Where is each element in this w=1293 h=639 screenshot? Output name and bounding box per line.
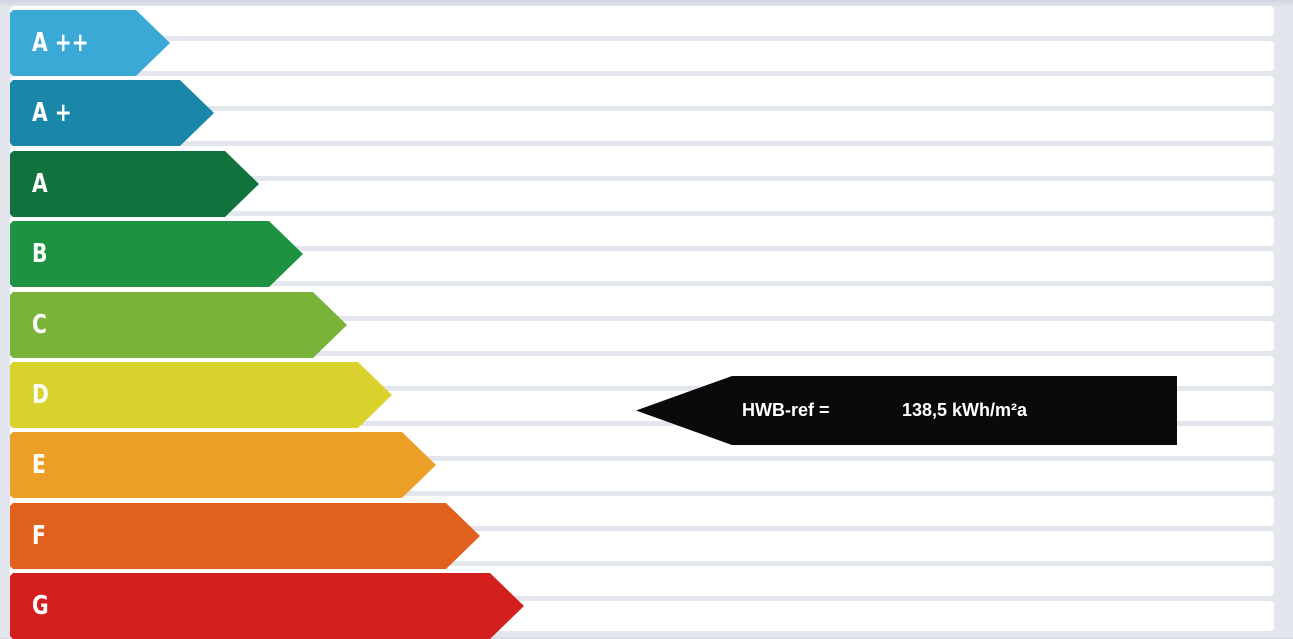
- rating-band-label: A ++: [32, 28, 89, 58]
- background-stripe: [10, 76, 1274, 106]
- rating-band: F: [10, 503, 480, 569]
- rating-band-arrow: [10, 221, 303, 287]
- rating-band-arrow: [10, 362, 392, 428]
- rating-band-shape: [10, 573, 524, 639]
- rating-band: D: [10, 362, 392, 428]
- rating-band-label: A: [32, 169, 48, 199]
- indicator-arrow-shape: [636, 376, 1177, 445]
- hwb-ref-value: 138,5 kWh/m²a: [902, 400, 1028, 420]
- indicator-arrow-polygon: [636, 376, 1177, 445]
- hwb-ref-label: HWB-ref =: [742, 400, 830, 420]
- background-stripe: [10, 6, 1274, 36]
- rating-band-arrow: [10, 503, 480, 569]
- rating-band-shape: [10, 362, 392, 428]
- rating-band-label: F: [32, 521, 46, 551]
- rating-band-shape: [10, 151, 259, 217]
- background-stripe: [10, 41, 1274, 71]
- rating-band-shape: [10, 503, 480, 569]
- rating-band-shape: [10, 80, 214, 146]
- rating-band-shape: [10, 432, 436, 498]
- rating-band-arrow: [10, 573, 524, 639]
- rating-band: G: [10, 573, 524, 639]
- background-stripe: [10, 111, 1274, 141]
- rating-band-arrow: [10, 432, 436, 498]
- rating-band-shape: [10, 10, 170, 76]
- rating-band: C: [10, 292, 347, 358]
- rating-band: A ++: [10, 10, 170, 76]
- rating-band: B: [10, 221, 303, 287]
- rating-band: A +: [10, 80, 214, 146]
- rating-band-arrow: [10, 10, 170, 76]
- hwb-indicator-arrow: HWB-ref = 138,5 kWh/m²a: [636, 376, 1177, 445]
- rating-band-label: B: [32, 239, 48, 269]
- rating-band-label: D: [32, 380, 49, 410]
- rating-band: A: [10, 151, 259, 217]
- rating-band-label: G: [32, 591, 49, 621]
- rating-band-label: E: [32, 450, 46, 480]
- rating-band-arrow: [10, 151, 259, 217]
- rating-band-label: C: [32, 310, 47, 340]
- rating-band-label: A +: [32, 98, 72, 128]
- rating-band-shape: [10, 221, 303, 287]
- rating-band-shape: [10, 292, 347, 358]
- rating-band-arrow: [10, 80, 214, 146]
- rating-band-arrow: [10, 292, 347, 358]
- rating-band: E: [10, 432, 436, 498]
